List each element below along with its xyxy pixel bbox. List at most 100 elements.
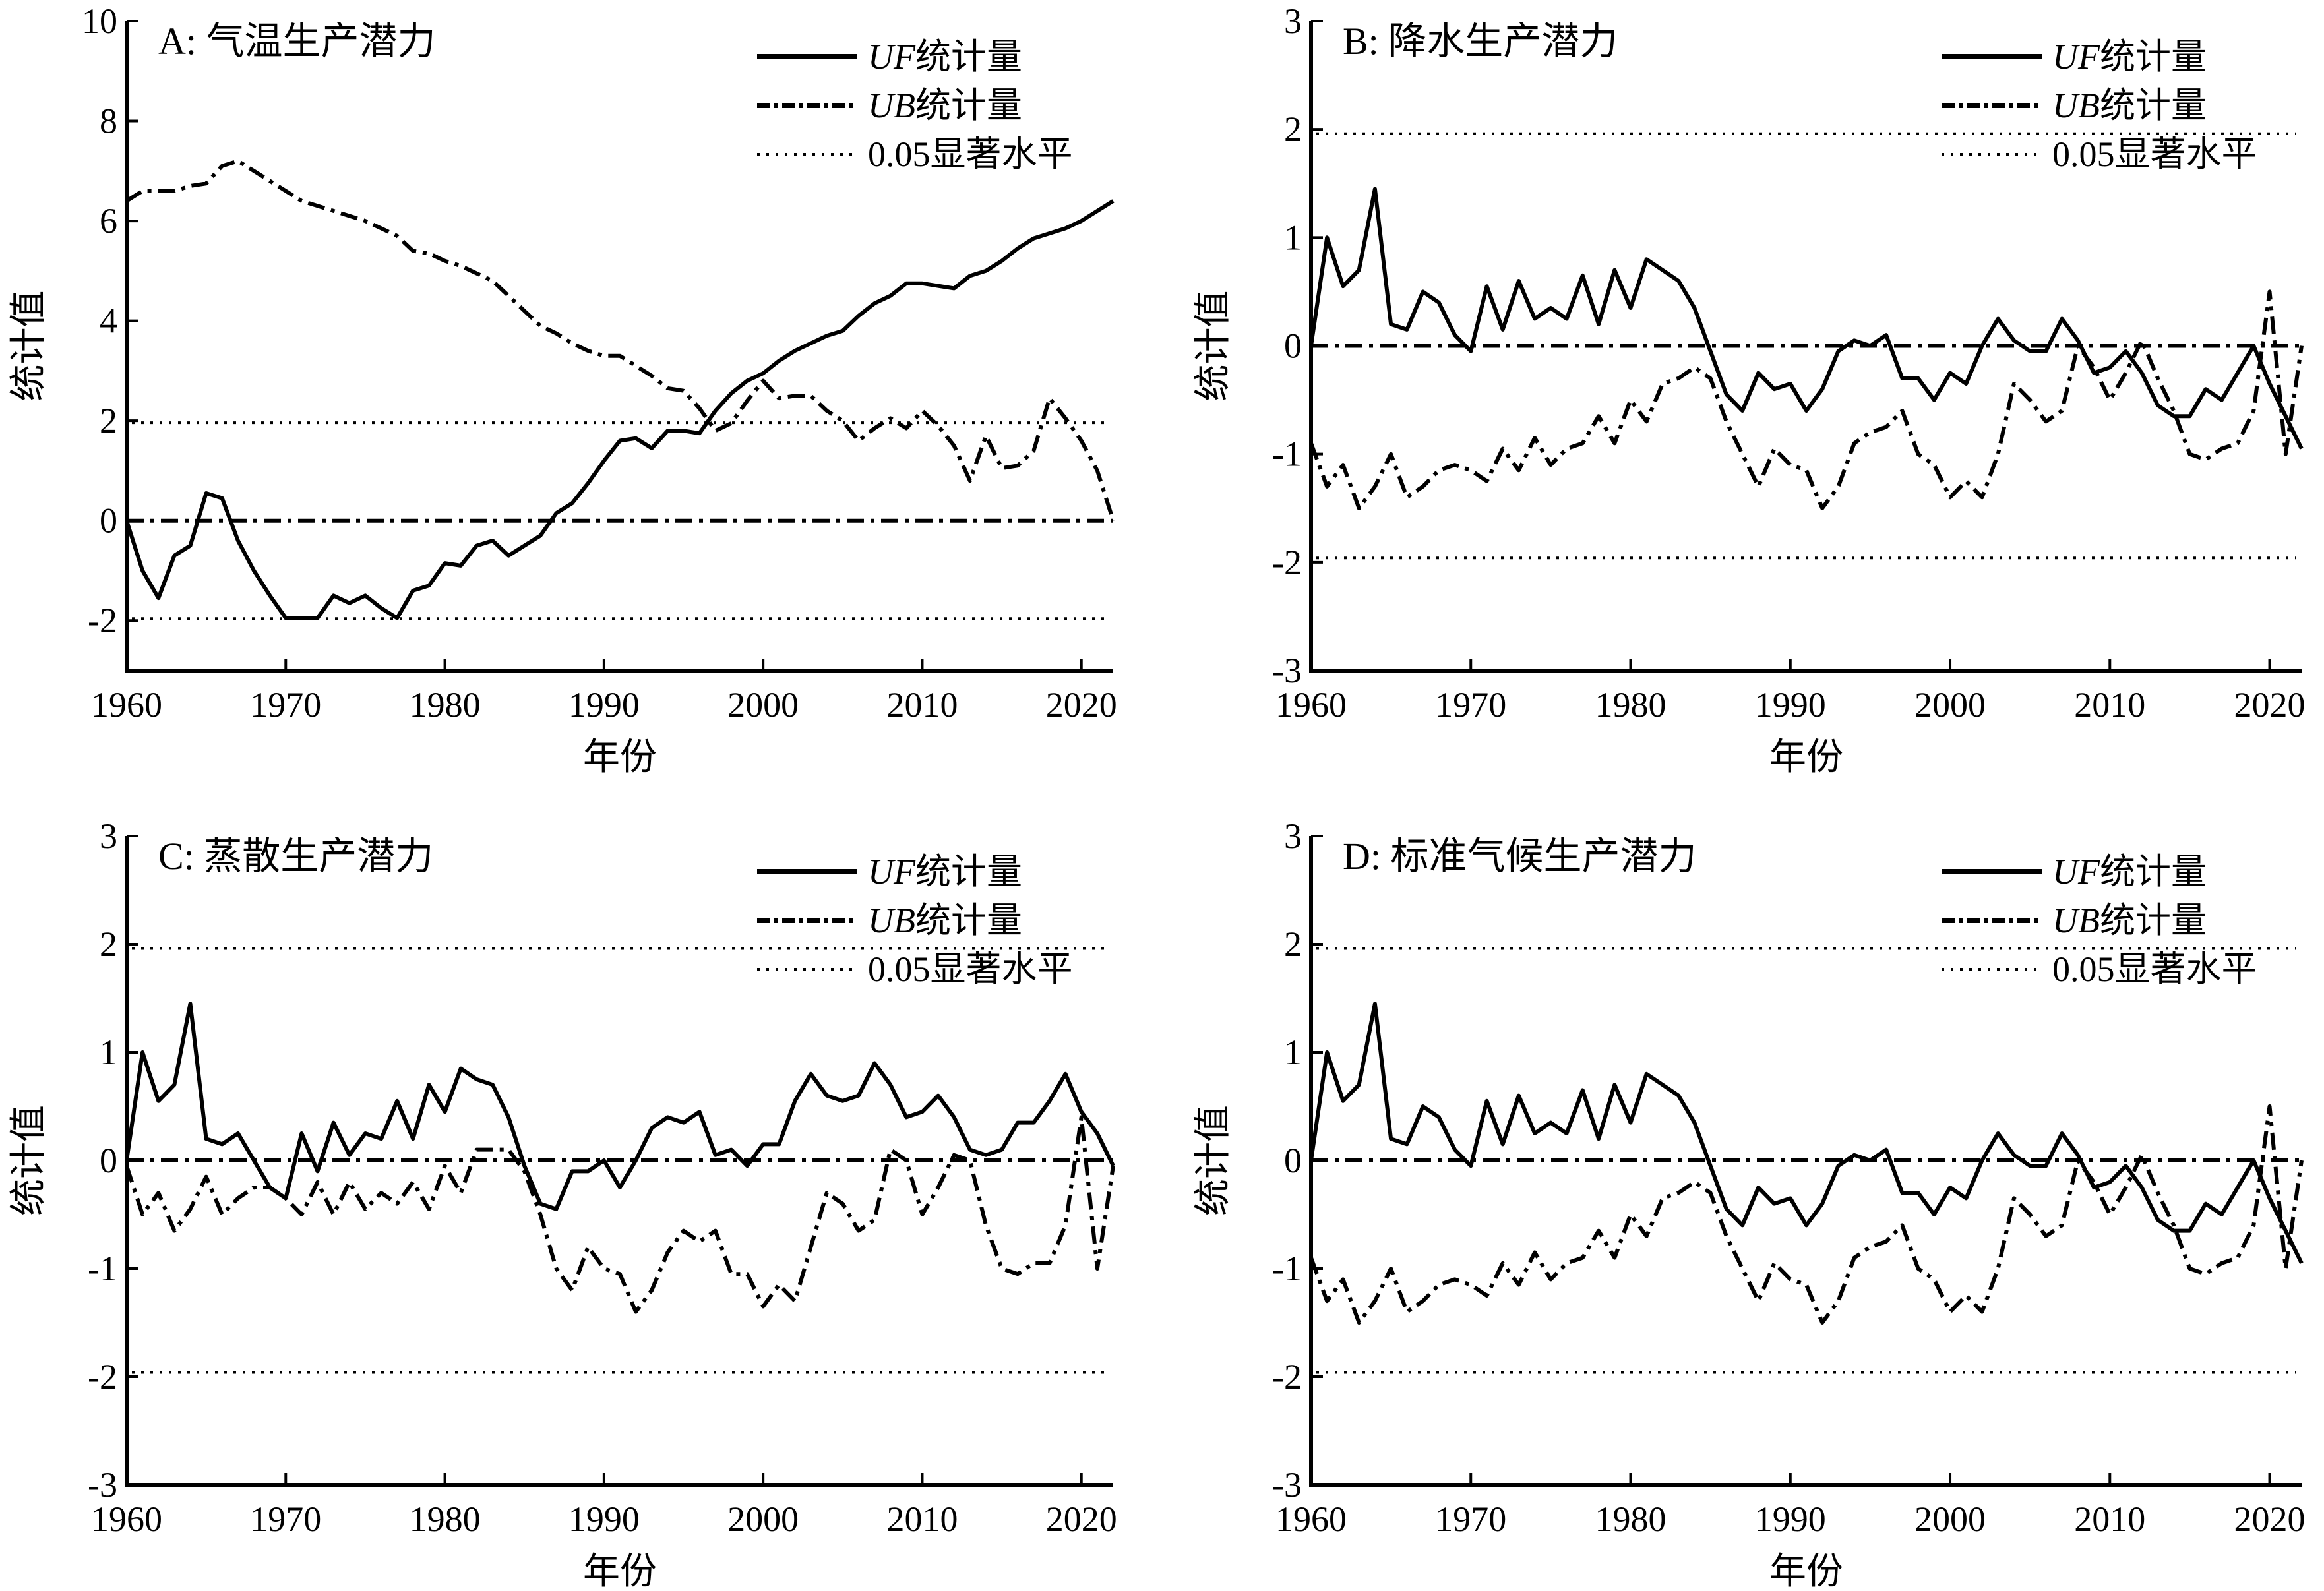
x-tick-label: 1960 [91, 685, 162, 725]
legend-label: UB统计量 [2052, 86, 2207, 125]
legend-label-italic: UB [868, 901, 915, 940]
x-tick-label: 1970 [1435, 1499, 1506, 1539]
x-tick-label: 1980 [1595, 685, 1667, 725]
legend-label: UF统计量 [2052, 852, 2207, 891]
panel-title: C: 蒸散生产潜力 [158, 835, 433, 878]
panel-title: D: 标准气候生产潜力 [1343, 835, 1697, 878]
y-tick-label: 2 [100, 924, 117, 964]
y-tick-label: 3 [100, 816, 117, 856]
x-tick-label: 1990 [568, 685, 640, 725]
legend-label: 0.05显著水平 [2052, 949, 2257, 989]
legend-label-italic: UF [2052, 852, 2100, 891]
y-tick-label: 1 [1284, 1033, 1302, 1072]
y-tick-label: -3 [1272, 1465, 1302, 1505]
x-tick-label: 1960 [1275, 685, 1347, 725]
x-tick-label: 2020 [2234, 1499, 2306, 1539]
x-axis-label: 年份 [1769, 1551, 1843, 1591]
legend-label: 0.05显著水平 [868, 949, 1073, 989]
x-tick-label: 2020 [1046, 1499, 1117, 1539]
x-tick-label: 1980 [410, 685, 481, 725]
legend-label: UF统计量 [2052, 37, 2207, 76]
y-tick-label: -2 [88, 601, 117, 640]
x-tick-label: 1980 [1595, 1499, 1667, 1539]
panel-title: B: 降水生产潜力 [1343, 20, 1618, 63]
y-tick-label: 2 [100, 401, 117, 440]
x-tick-label: 2000 [1914, 1499, 1986, 1539]
legend-label-rest: 统计量 [915, 852, 1022, 891]
y-tick-label: 1 [100, 1033, 117, 1072]
y-tick-label: -2 [88, 1357, 117, 1396]
y-tick-label: -1 [1272, 435, 1302, 474]
legend-label: 0.05显著水平 [2052, 135, 2257, 174]
legend-label: UF统计量 [868, 852, 1022, 891]
y-tick-label: 10 [82, 1, 117, 41]
y-tick-label: 0 [1284, 1141, 1302, 1180]
x-tick-label: 2020 [1046, 685, 1117, 725]
y-axis-label: 统计值 [9, 1105, 49, 1216]
uf-series-line [1309, 1002, 2304, 1265]
ub-series-line [1309, 1104, 2304, 1325]
x-axis-label: 年份 [583, 737, 657, 778]
x-tick-label: 1970 [250, 1499, 321, 1539]
legend-label: UB统计量 [868, 901, 1022, 940]
legend-label-italic: UB [2052, 901, 2100, 940]
uf-series-line [1309, 187, 2304, 450]
y-tick-label: 3 [1284, 1, 1302, 41]
x-tick-label: 1960 [91, 1499, 162, 1539]
panel-d: -3 -2 -1 0 1 2 3 1960 1970 1980 1990 2000 2010 2020 年份… [1193, 816, 2306, 1591]
y-tick-label: 0 [100, 501, 117, 541]
panel-c: -3 -2 -1 0 1 2 3 1960 1970 1980 1990 2000 2010 2020 年份… [9, 816, 1117, 1591]
y-tick-label: 1 [1284, 218, 1302, 257]
y-axis-label: 统计值 [1193, 1105, 1234, 1216]
x-tick-label: 2010 [886, 685, 958, 725]
x-tick-label: 1960 [1275, 1499, 1347, 1539]
y-tick-label: -2 [1272, 543, 1302, 582]
x-tick-label: 2010 [2074, 1499, 2145, 1539]
y-tick-label: 6 [100, 201, 117, 241]
legend-label-rest: 统计量 [2100, 37, 2207, 76]
y-tick-label: -1 [1272, 1249, 1302, 1288]
x-tick-label: 1970 [1435, 685, 1506, 725]
y-axis-label: 统计值 [1193, 291, 1234, 402]
uf-series-line [125, 1002, 1115, 1211]
y-tick-label: -1 [88, 1249, 117, 1288]
legend-label: UF统计量 [868, 37, 1022, 76]
y-tick-label: -2 [1272, 1357, 1302, 1396]
legend-label-rest: 统计量 [915, 901, 1022, 940]
ub-series-line [125, 1115, 1115, 1314]
y-tick-label: 0 [1284, 326, 1302, 366]
legend-label: UB统计量 [868, 86, 1022, 125]
y-tick-label: -3 [1272, 651, 1302, 690]
x-tick-label: 2020 [2234, 685, 2306, 725]
x-tick-label: 1990 [1755, 685, 1826, 725]
x-tick-label: 1990 [1755, 1499, 1826, 1539]
x-tick-label: 2000 [727, 685, 799, 725]
legend-label-italic: UF [868, 852, 916, 891]
x-tick-label: 2010 [2074, 685, 2145, 725]
y-tick-label: 4 [100, 301, 117, 341]
y-tick-label: 3 [1284, 816, 1302, 856]
y-tick-label: 2 [1284, 109, 1302, 149]
legend-label-italic: UF [868, 37, 916, 76]
panel-title: A: 气温生产潜力 [158, 20, 436, 63]
y-tick-label: 0 [100, 1141, 117, 1180]
x-axis-label: 年份 [583, 1551, 657, 1591]
y-tick-label: 8 [100, 102, 117, 141]
legend-label: 0.05显著水平 [868, 135, 1073, 174]
panel-b: -3 -2 -1 0 1 2 3 1960 1970 1980 1990 2000 2010 2020 年份… [1193, 1, 2306, 778]
legend-label-rest: 统计量 [915, 37, 1022, 76]
uf-series-line [125, 199, 1115, 620]
x-tick-label: 2010 [886, 1499, 958, 1539]
x-tick-label: 1990 [568, 1499, 640, 1539]
ub-series-line [125, 159, 1115, 522]
panel-a: -2 0 2 4 6 8 10 1960 1970 1980 1990 2000 2010 2020 年份 统… [9, 1, 1117, 778]
y-tick-label: 2 [1284, 924, 1302, 964]
y-axis-label: 统计值 [9, 291, 49, 402]
ub-series-line [1309, 289, 2304, 510]
legend-label: UB统计量 [2052, 901, 2207, 940]
legend-label-italic: UB [2052, 86, 2100, 125]
legend-label-italic: UF [2052, 37, 2100, 76]
legend-label-italic: UB [868, 86, 915, 125]
legend-label-rest: 统计量 [2100, 852, 2207, 891]
